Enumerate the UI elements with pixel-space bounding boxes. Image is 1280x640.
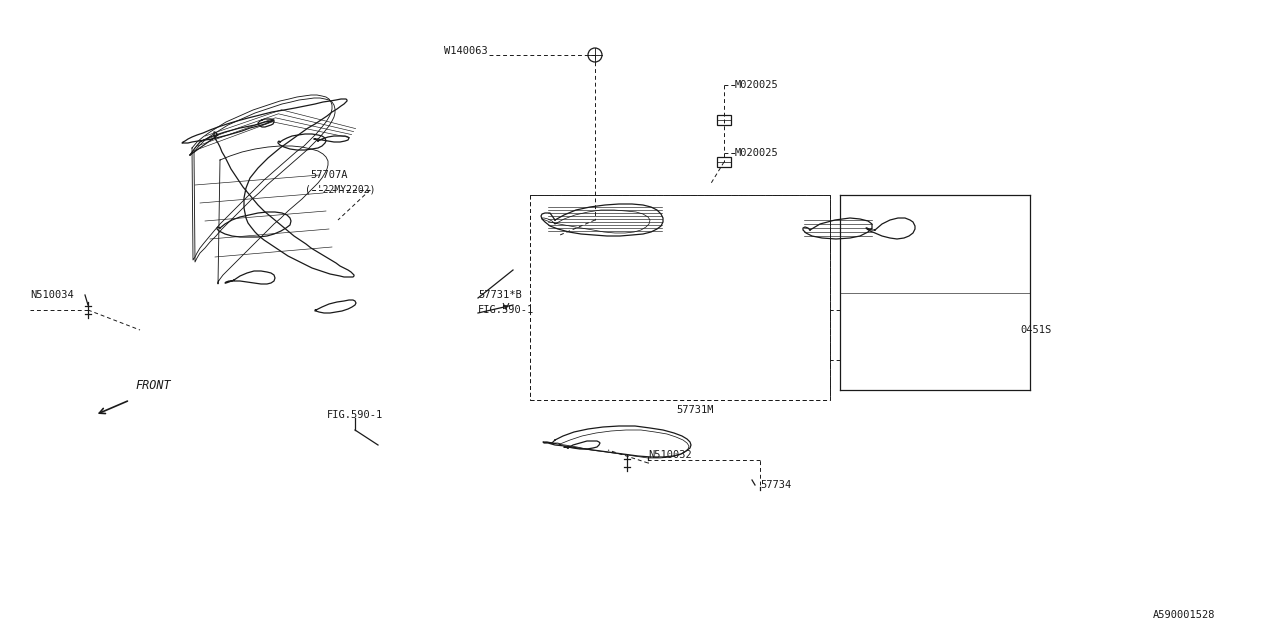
- Text: M020025: M020025: [735, 148, 778, 158]
- Text: M020025: M020025: [735, 80, 778, 90]
- Bar: [717, 115, 731, 125]
- Text: 57734: 57734: [760, 480, 791, 490]
- Text: (-'22MY2202): (-'22MY2202): [305, 184, 375, 194]
- Text: N510034: N510034: [29, 290, 74, 300]
- Text: FRONT: FRONT: [134, 379, 170, 392]
- Text: FIG.590-1: FIG.590-1: [326, 410, 383, 420]
- Text: 57731*B: 57731*B: [477, 290, 522, 300]
- Text: N510032: N510032: [648, 450, 691, 460]
- Text: FIG.590-1: FIG.590-1: [477, 305, 534, 315]
- Bar: [717, 157, 731, 167]
- Text: 57707A: 57707A: [310, 170, 347, 180]
- Text: W140063: W140063: [444, 46, 488, 56]
- Text: 57731M: 57731M: [676, 405, 714, 415]
- Text: A590001528: A590001528: [1152, 610, 1215, 620]
- Text: 0451S: 0451S: [1020, 325, 1051, 335]
